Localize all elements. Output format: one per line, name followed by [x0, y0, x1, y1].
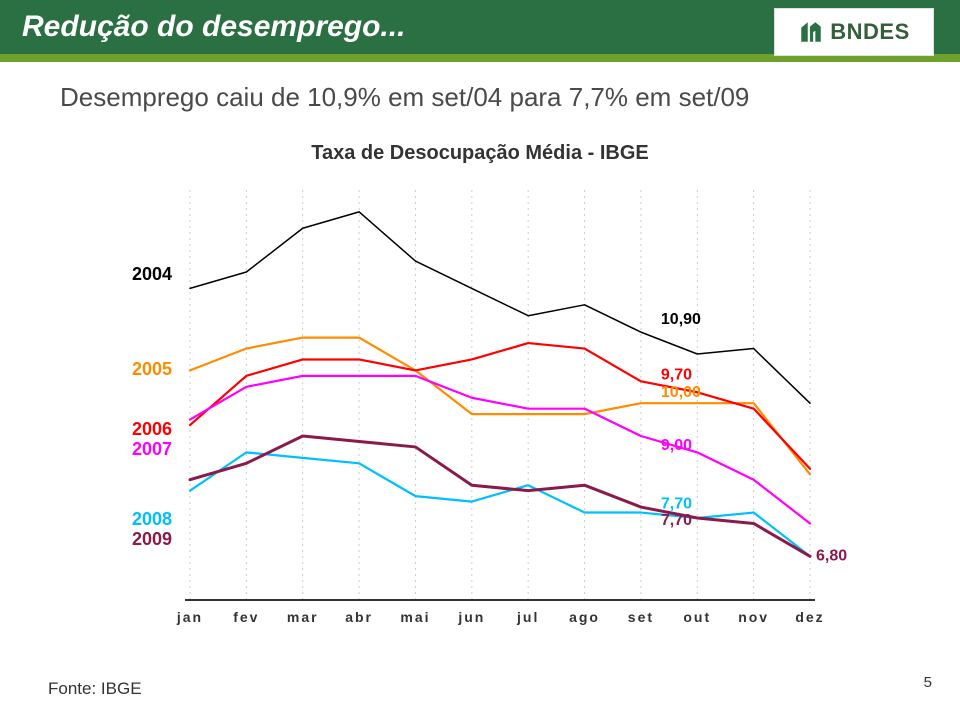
- source-text: Fonte: IBGE: [48, 679, 142, 699]
- svg-text:nov: nov: [738, 609, 769, 625]
- svg-text:abr: abr: [345, 609, 373, 625]
- year-label-2004: 2004: [132, 264, 172, 284]
- year-label-2009: 2009: [132, 529, 172, 549]
- value-label-2008: 7,70: [661, 496, 692, 513]
- bndes-logo-icon: [798, 19, 824, 45]
- page-title: Redução do desemprego...: [22, 10, 405, 44]
- end-label-2009: 6,80: [816, 547, 847, 564]
- subtitle: Desemprego caiu de 10,9% em set/04 para …: [60, 82, 749, 113]
- svg-text:ago: ago: [569, 609, 600, 625]
- svg-text:set: set: [628, 609, 654, 625]
- value-label-2006: 9,70: [661, 366, 692, 383]
- year-label-2006: 2006: [132, 419, 172, 439]
- year-label-2005: 2005: [132, 359, 172, 379]
- svg-text:dez: dez: [795, 609, 824, 625]
- svg-text:jul: jul: [516, 609, 539, 625]
- logo: BNDES: [774, 8, 934, 56]
- svg-text:jan: jan: [176, 609, 203, 625]
- svg-text:mai: mai: [400, 609, 430, 625]
- logo-text: BNDES: [830, 19, 910, 45]
- value-label-2005: 10,00: [661, 384, 701, 401]
- value-label-2009: 7,70: [661, 512, 692, 529]
- slide-number: 5: [924, 674, 932, 691]
- line-chart: jan fev mar abr mai jun jul ago set out nov dez 2004…: [90, 180, 880, 640]
- value-label-2007: 9,00: [661, 437, 692, 454]
- svg-text:out: out: [683, 609, 711, 625]
- value-label-2004: 10,90: [661, 311, 701, 328]
- year-label-2008: 2008: [132, 509, 172, 529]
- svg-text:fev: fev: [233, 609, 259, 625]
- svg-text:jun: jun: [457, 609, 485, 625]
- chart-svg: jan fev mar abr mai jun jul ago set out nov dez 2004…: [90, 180, 880, 640]
- year-label-2007: 2007: [132, 439, 172, 459]
- svg-text:mar: mar: [287, 609, 319, 625]
- chart-title: Taxa de Desocupação Média - IBGE: [0, 142, 960, 165]
